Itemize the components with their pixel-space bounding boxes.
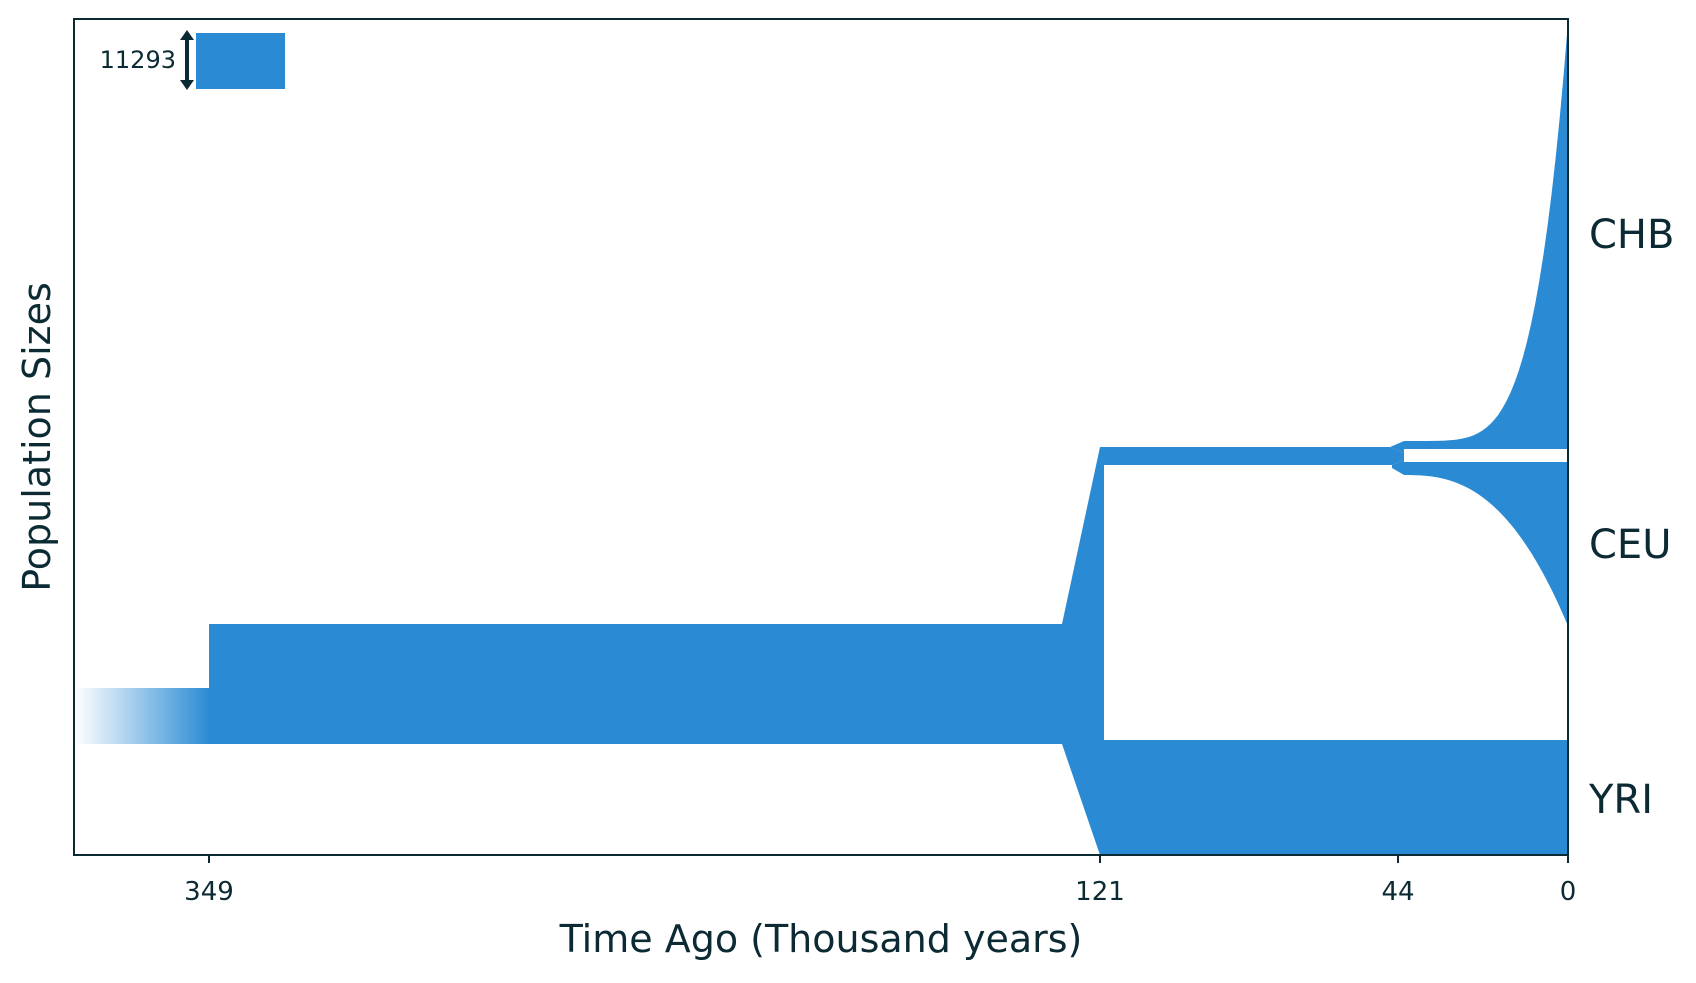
scale-bar-block: [196, 33, 285, 89]
bottleneck-band: [1100, 447, 1404, 465]
population-marks: [75, 22, 1568, 855]
x-tick-label: 0: [1560, 877, 1577, 907]
double-arrow-icon: [180, 30, 194, 90]
scale-bar-value: 11293: [100, 46, 176, 74]
yri-band: [1100, 740, 1568, 855]
x-tick-label: 44: [1381, 877, 1414, 907]
population-label-yri: YRI: [1588, 777, 1653, 823]
plot-frame: [73, 18, 1569, 856]
x-axis-label: Time Ago (Thousand years): [559, 917, 1083, 961]
ceu-band: [1392, 460, 1568, 626]
ancestral-fade-band: [75, 688, 210, 744]
x-tick-label: 121: [1075, 877, 1125, 907]
scale-bar: 11293: [100, 30, 285, 90]
chb-band: [1390, 22, 1568, 453]
population-label-chb: CHB: [1589, 212, 1674, 258]
ancestral-band: [209, 447, 1104, 855]
y-axis-label: Population Sizes: [15, 282, 59, 592]
x-axis-ticks: 349 121 44 0: [184, 855, 1576, 907]
x-tick-label: 349: [184, 877, 234, 907]
population-label-ceu: CEU: [1589, 522, 1671, 568]
